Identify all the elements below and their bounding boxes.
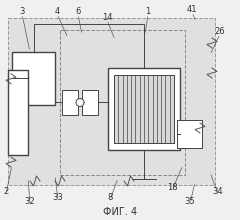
Text: 33: 33: [53, 194, 63, 202]
Bar: [8, 70, 28, 155]
Text: 3: 3: [19, 7, 25, 16]
Text: 41: 41: [187, 6, 197, 15]
Text: 2: 2: [3, 187, 9, 196]
Text: 26: 26: [215, 28, 225, 37]
Bar: [60, 30, 185, 175]
Text: 4: 4: [54, 7, 60, 16]
Text: 14: 14: [102, 13, 112, 22]
Text: 18: 18: [167, 183, 177, 192]
Bar: [114, 75, 174, 143]
Bar: [8, 18, 215, 185]
Text: 34: 34: [213, 187, 223, 196]
Bar: [108, 68, 180, 150]
Text: ФИГ. 4: ФИГ. 4: [103, 207, 137, 217]
Text: 35: 35: [185, 198, 195, 207]
Bar: [177, 120, 202, 148]
Text: 8: 8: [107, 194, 113, 202]
Bar: [12, 52, 55, 105]
Text: 6: 6: [75, 7, 81, 16]
Circle shape: [76, 99, 84, 106]
Text: 1: 1: [145, 7, 151, 16]
Bar: [62, 90, 78, 115]
Bar: [82, 90, 98, 115]
Text: 32: 32: [25, 198, 35, 207]
